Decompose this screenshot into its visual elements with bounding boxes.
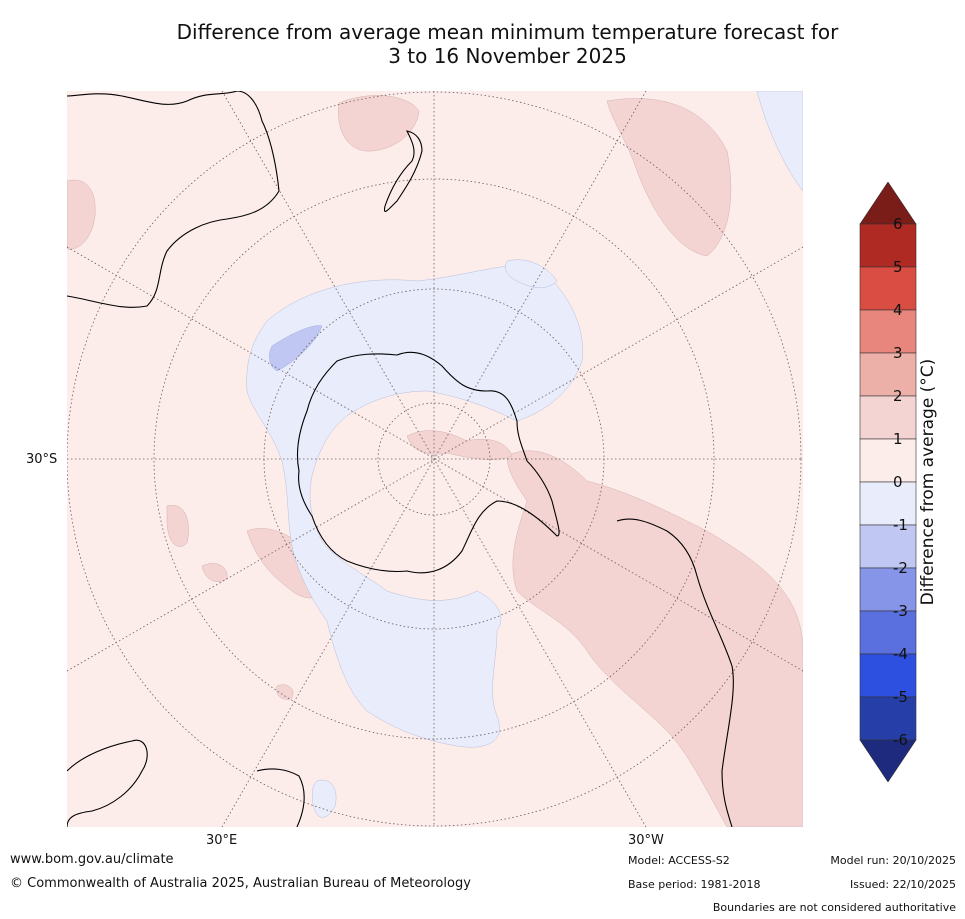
australia-coastline (67, 91, 280, 308)
copyright-text: © Commonwealth of Australia 2025, Austra… (10, 876, 471, 891)
west-warm-patch-2 (166, 505, 189, 547)
disclaimer-text: Boundaries are not considered authoritat… (712, 901, 956, 914)
madagascar-coastline (256, 768, 305, 827)
cool-patch-minus2 (269, 325, 323, 372)
colorbar-band-m1-0 (859, 481, 917, 526)
east-pacific-warm-patch (606, 98, 732, 257)
colorbar-tick-label: -1 (893, 516, 908, 534)
issued-text: Issued: 22/10/2025 (849, 878, 956, 891)
colorbar-band-4-5 (859, 266, 917, 311)
base-period-text: Base period: 1981-2018 (628, 878, 761, 891)
antarctica-coastline (296, 351, 560, 574)
coastlines (67, 91, 734, 827)
colorbar-tick-label: -5 (893, 688, 908, 706)
colorbar-band-m2-m1 (859, 524, 917, 569)
colorbar-band-m3-m2 (859, 567, 917, 612)
colorbar-title: Difference from average (°C) (918, 358, 938, 606)
colorbar-tick-label: 0 (893, 473, 903, 491)
colorbar-tick-label: 4 (893, 301, 903, 319)
lon-label-30w: 30°W (628, 833, 664, 848)
colorbar-tick-label: -2 (893, 559, 908, 577)
colorbar-tick-label: 5 (893, 258, 903, 276)
map-canvas (67, 91, 803, 827)
colorbar-band-m5-m4 (859, 653, 917, 698)
far-east-cool-patch (756, 91, 803, 192)
antarctic-cool-ring (246, 264, 583, 748)
colorbar-tick-label: 2 (893, 387, 903, 405)
title-line-1: Difference from average mean minimum tem… (176, 20, 839, 44)
graticule-circle-80s (377, 402, 491, 516)
new-zealand-coastline (383, 130, 423, 212)
colorbar (858, 182, 918, 782)
title-line-2: 3 to 16 November 2025 (388, 44, 627, 68)
cool-anomaly-regions (246, 91, 803, 818)
pacific-cool-patch (505, 259, 558, 288)
colorbar-band-m6-m5 (859, 696, 917, 741)
model-text: Model: ACCESS-S2 (628, 854, 730, 867)
colorbar-top-arrow (859, 182, 917, 225)
west-warm-patch-1 (67, 179, 96, 250)
lon-label-30e: 30°E (206, 833, 238, 848)
colorbar-band-1-2 (859, 395, 917, 440)
colorbar-tick-label: 3 (893, 344, 903, 362)
graticule-circle-40s (153, 178, 715, 740)
colorbar-graphic (859, 182, 917, 782)
website-text: www.bom.gov.au/climate (10, 852, 174, 867)
colorbar-band-2-3 (859, 352, 917, 397)
colorbar-band-5-6 (859, 223, 917, 268)
colorbar-tick-label: -4 (893, 645, 908, 663)
colorbar-band-3-4 (859, 309, 917, 354)
colorbar-bottom-arrow (859, 739, 917, 782)
graticule (67, 91, 803, 827)
colorbar-band-m4-m3 (859, 610, 917, 655)
south-america-coastline (616, 518, 734, 827)
graticule-meridian-60w (67, 246, 803, 672)
south-cool-patch (312, 779, 337, 818)
colorbar-tick-label: -3 (893, 602, 908, 620)
warm-anomaly-regions (67, 95, 803, 827)
colorbar-tick-label: 1 (893, 430, 903, 448)
lat-label-30s: 30°S (26, 452, 58, 467)
map-title: Difference from average mean minimum tem… (100, 20, 915, 68)
southern-africa-coastline (67, 739, 148, 827)
model-run-text: Model run: 20/10/2025 (830, 854, 956, 867)
graticule-meridian-30w (221, 91, 647, 827)
colorbar-tick-label: -6 (893, 731, 908, 749)
colorbar-band-0-1 (859, 438, 917, 483)
temperature-anomaly-map (67, 91, 803, 827)
small-warm-patch-2 (276, 684, 294, 700)
south-atlantic-warm-patch (506, 450, 803, 827)
colorbar-tick-label: 6 (893, 215, 903, 233)
